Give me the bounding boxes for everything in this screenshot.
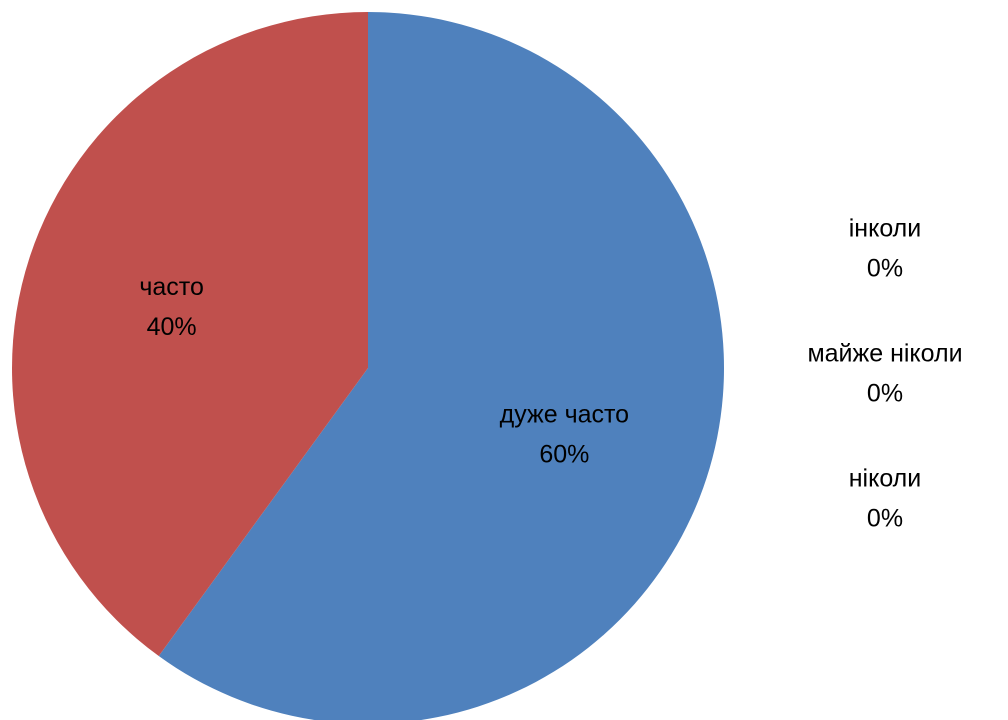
data-label-category-0: дуже часто (500, 400, 629, 428)
data-label-4: ніколи 0% (849, 465, 922, 533)
data-label-value-2: 0% (867, 255, 903, 283)
data-label-2: інколи 0% (849, 215, 922, 283)
data-label-category-4: ніколи (849, 465, 922, 493)
pie-slices (12, 12, 724, 720)
data-label-category-2: інколи (849, 215, 922, 243)
data-label-3: майже ніколи 0% (807, 340, 962, 408)
data-label-category-3: майже ніколи (807, 340, 962, 368)
data-label-value-4: 0% (867, 505, 903, 533)
pie-slice-0 (158, 12, 724, 720)
data-label-value-3: 0% (867, 380, 903, 408)
data-label-value-1: 40% (147, 313, 197, 341)
data-label-0: дуже часто 60% (500, 400, 629, 468)
data-label-category-1: часто (139, 273, 204, 301)
data-label-1: часто 40% (139, 273, 204, 341)
pie-slice-1 (12, 12, 368, 657)
data-label-value-0: 60% (539, 440, 589, 468)
